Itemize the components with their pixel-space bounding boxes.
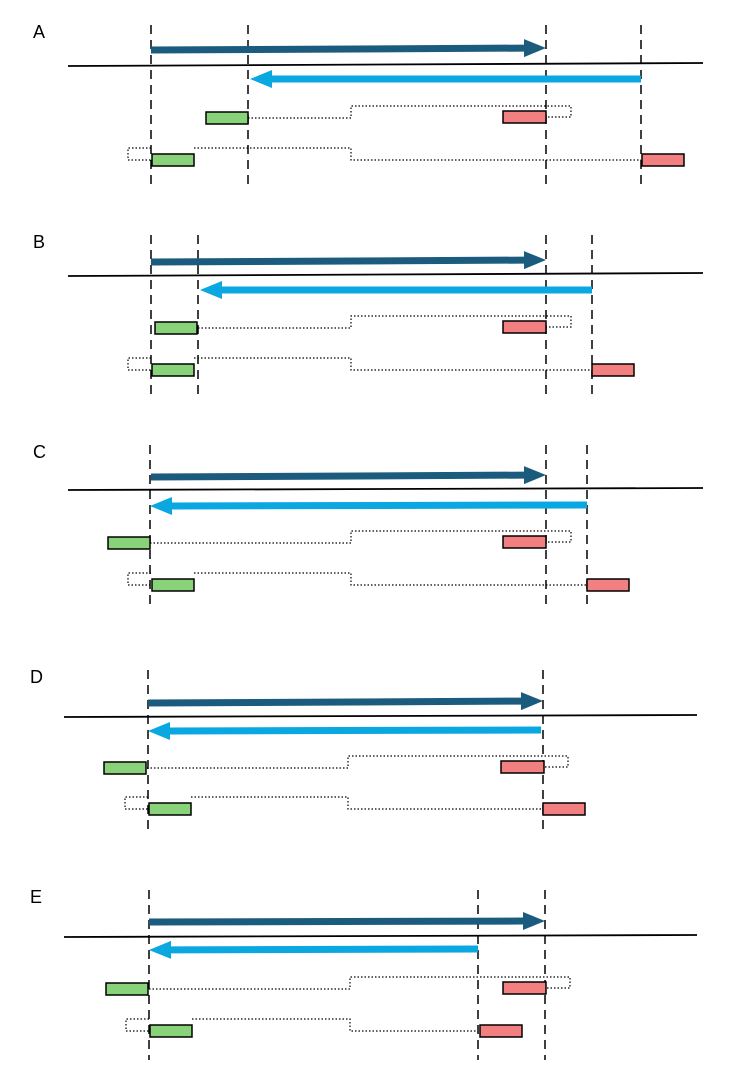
reference-baseline (67, 487, 704, 491)
reference-baseline (63, 714, 698, 718)
green-block (107, 536, 151, 550)
reverse-arrow-shaft (171, 501, 588, 510)
green-block (105, 982, 149, 996)
panel-a: A (33, 22, 704, 190)
dotted-connector (149, 976, 571, 990)
green-block (149, 1024, 193, 1038)
red-block (641, 153, 685, 167)
panel-label: E (30, 887, 42, 907)
forward-arrow-shaft (147, 697, 522, 707)
panel-c: C (33, 442, 704, 610)
reference-baseline (63, 934, 698, 938)
red-block (500, 760, 545, 774)
dotted-connector (127, 357, 592, 371)
green-block (205, 111, 249, 125)
reverse-arrow-shaft (170, 945, 479, 954)
green-block (151, 363, 195, 377)
red-block (542, 802, 586, 816)
green-block (103, 761, 147, 775)
panel-label: D (30, 667, 43, 687)
dotted-connector (248, 105, 572, 119)
reverse-arrow-shaft (169, 726, 542, 735)
red-block (502, 110, 547, 124)
forward-arrow-head (521, 692, 543, 711)
panel-d: D (30, 667, 698, 835)
dotted-connector (125, 1018, 478, 1032)
forward-arrow-head (523, 912, 545, 931)
reference-baseline (67, 272, 704, 277)
dotted-connector (198, 315, 572, 329)
panel-e: E (30, 887, 698, 1060)
red-block (586, 578, 630, 592)
dotted-connector (127, 147, 641, 161)
red-block (502, 535, 547, 549)
forward-arrow-head (524, 466, 546, 485)
reference-baseline (67, 62, 704, 67)
dotted-connector (147, 755, 569, 769)
green-block (154, 321, 198, 335)
green-block (151, 578, 195, 592)
reverse-arrow-head (250, 70, 272, 88)
forward-arrow-shaft (150, 44, 525, 54)
red-block (479, 1024, 523, 1038)
panel-label: A (33, 22, 45, 42)
forward-arrow-shaft (150, 471, 525, 481)
panel-b: B (33, 232, 704, 400)
green-block (148, 802, 192, 816)
forward-arrow-shaft (148, 917, 524, 926)
forward-arrow-head (524, 251, 546, 270)
reverse-arrow-head (149, 940, 171, 959)
reverse-arrow-head (148, 721, 170, 740)
dotted-connector (127, 572, 587, 586)
red-block (502, 320, 547, 334)
reverse-arrow-head (200, 281, 222, 299)
panel-label: C (33, 442, 46, 462)
reverse-arrow-head (150, 496, 172, 515)
panel-label: B (33, 232, 45, 252)
red-block (502, 981, 547, 995)
red-block (591, 363, 635, 377)
dotted-connector (150, 530, 572, 544)
forward-arrow-head (524, 39, 546, 58)
forward-arrow-shaft (150, 256, 525, 266)
green-block (151, 153, 195, 167)
dotted-connector (124, 796, 543, 810)
